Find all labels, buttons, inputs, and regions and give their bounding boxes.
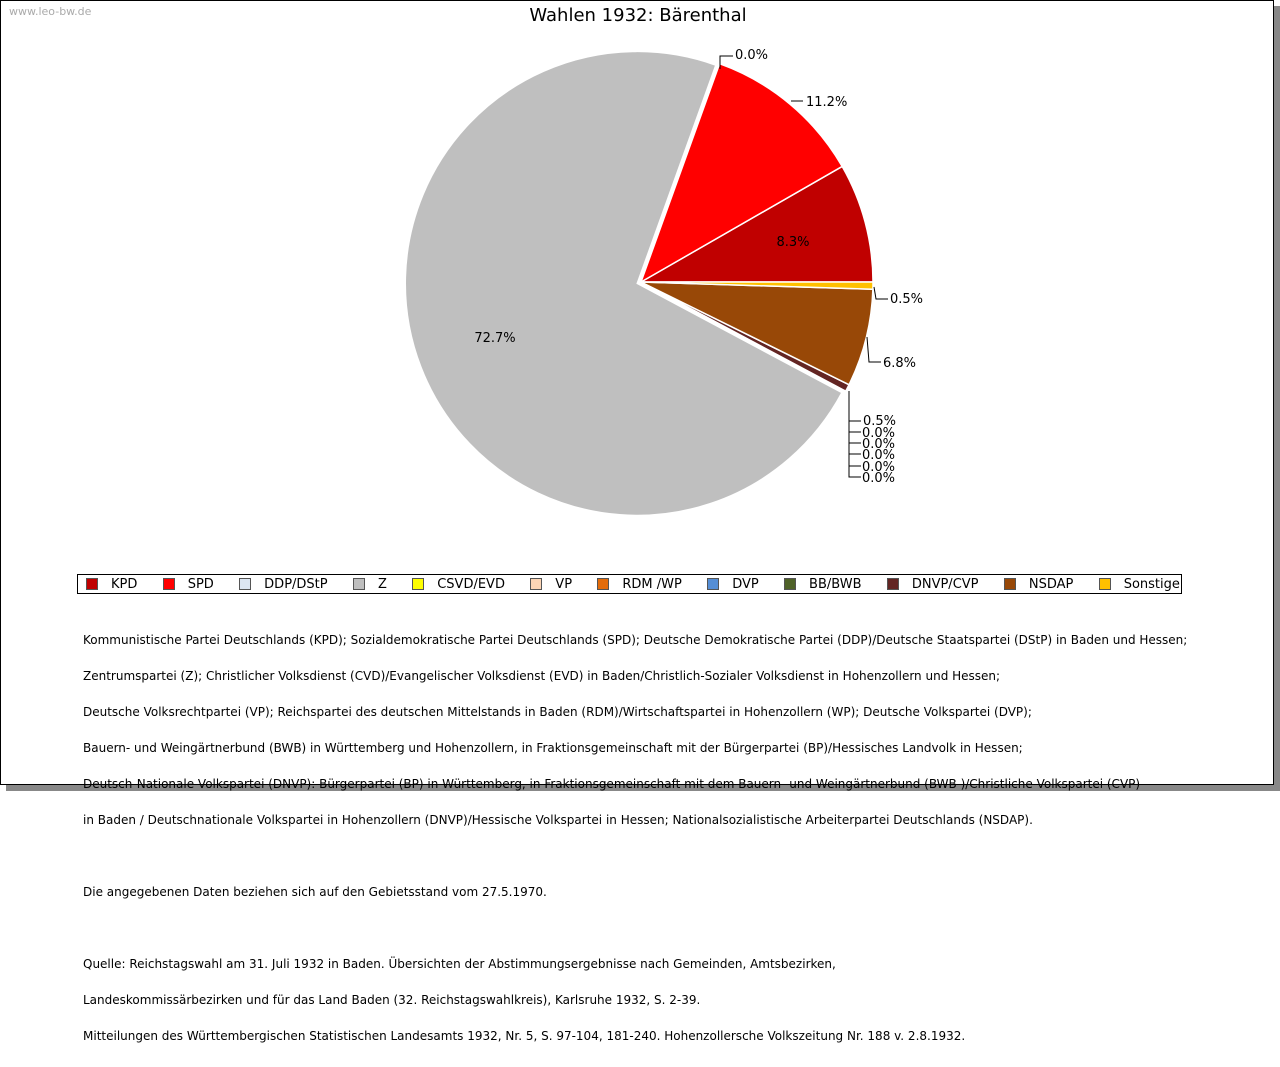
legend-swatch bbox=[886, 578, 899, 590]
leader-line bbox=[866, 336, 881, 363]
data-label-spd: 11.2% bbox=[806, 95, 847, 110]
pie-slice-spd bbox=[639, 62, 844, 284]
data-label-csvdevd: 0.0% bbox=[862, 426, 895, 441]
data-label-ddpdstp: 0.0% bbox=[735, 48, 768, 63]
note-line: Deutsch-Nationale Volkspartei (DNVP): Bü… bbox=[83, 777, 1141, 791]
legend-swatch bbox=[412, 578, 425, 590]
legend-swatch bbox=[530, 578, 543, 590]
legend-swatch bbox=[86, 578, 98, 590]
leader-line bbox=[848, 391, 861, 422]
leader-line bbox=[848, 421, 861, 478]
data-label-kpd: 8.3% bbox=[776, 235, 809, 250]
legend-label: NSDAP bbox=[1028, 576, 1074, 592]
data-label-bbbwb: 0.0% bbox=[862, 471, 895, 486]
legend-label: SPD bbox=[187, 576, 214, 592]
legend-item: Sonstige bbox=[1098, 576, 1180, 592]
legend-item: BB/BWB bbox=[784, 576, 862, 592]
note-line: Deutsche Volksrechtpartei (VP); Reichspa… bbox=[83, 705, 1032, 719]
source-line: Mitteilungen des Württembergischen Stati… bbox=[83, 1029, 966, 1043]
legend-label: Z bbox=[377, 576, 387, 592]
legend-item: CSVD/EVD bbox=[412, 577, 505, 592]
notes: Kommunistische Partei Deutschlands (KPD)… bbox=[83, 610, 1187, 1066]
legend-label: KPD bbox=[111, 576, 138, 592]
legend-item: VP bbox=[530, 577, 572, 592]
source-line: Landeskommissärbezirken und für das Land… bbox=[83, 993, 701, 1007]
legend-label: BB/BWB bbox=[809, 576, 862, 592]
source-line: Quelle: Reichstagswahl am 31. Juli 1932 … bbox=[83, 957, 836, 971]
note-line: in Baden / Deutschnationale Volkspartei … bbox=[83, 813, 1033, 827]
legend-item: SPD bbox=[162, 576, 214, 592]
data-label-rdmwp: 0.0% bbox=[862, 448, 895, 463]
legend-label: DVP bbox=[732, 576, 759, 592]
legend: KPD SPD DDP/DStP Z CSVD/EVD VP RDM /WP DVP BB/BW… bbox=[77, 574, 1182, 594]
leader-line bbox=[719, 55, 733, 69]
pie-chart: 8.3%11.2%0.0%72.7%0.0%0.0%0.0%0.0%0.0%0.… bbox=[404, 48, 923, 517]
legend-label: RDM /WP bbox=[622, 576, 682, 592]
data-label-sonstige: 0.5% bbox=[890, 292, 923, 307]
data-label-dvp: 0.0% bbox=[862, 460, 895, 475]
pie-slice-z bbox=[404, 50, 843, 517]
pie-slice-kpd bbox=[638, 165, 874, 283]
legend-swatch bbox=[162, 578, 175, 590]
pie-slice-sonstige bbox=[640, 281, 874, 291]
note-line: Zentrumspartei (Z); Christlicher Volksdi… bbox=[83, 669, 1001, 683]
legend-item: DDP/DStP bbox=[239, 576, 328, 592]
chart-frame: www.leo-bw.de Wahlen 1932: Bärenthal 8.3… bbox=[0, 0, 1274, 1042]
legend-label: DDP/DStP bbox=[264, 576, 328, 592]
leader-line bbox=[873, 286, 888, 300]
legend-item: NSDAP bbox=[1003, 576, 1074, 592]
data-label-dnvpcvp: 0.5% bbox=[863, 414, 896, 429]
legend-label: DNVP/CVP bbox=[911, 576, 979, 592]
legend-item: DNVP/CVP bbox=[886, 576, 979, 592]
data-label-vp: 0.0% bbox=[862, 437, 895, 452]
legend-swatch bbox=[707, 578, 720, 590]
legend-swatch bbox=[1098, 578, 1111, 590]
data-label-z: 72.7% bbox=[474, 331, 515, 346]
watermark: www.leo-bw.de bbox=[9, 5, 92, 18]
chart-title: Wahlen 1932: Bärenthal bbox=[529, 5, 747, 26]
note-line: Bauern- und Weingärtnerbund (BWB) in Wür… bbox=[83, 741, 1023, 755]
legend-swatch bbox=[784, 578, 797, 590]
legend-swatch bbox=[239, 578, 252, 590]
legend-label: CSVD/EVD bbox=[437, 576, 505, 592]
legend-item: KPD bbox=[86, 577, 137, 592]
legend-label: VP bbox=[555, 576, 573, 592]
legend-label: Sonstige bbox=[1123, 576, 1180, 592]
legend-item: RDM /WP bbox=[597, 576, 682, 592]
note-line: Kommunistische Partei Deutschlands (KPD)… bbox=[83, 633, 1188, 647]
gebiet-note: Die angegebenen Daten beziehen sich auf … bbox=[83, 885, 547, 899]
legend-item: Z bbox=[352, 576, 387, 592]
legend-swatch bbox=[352, 578, 365, 590]
data-label-nsdap: 6.8% bbox=[883, 356, 916, 371]
legend-item: DVP bbox=[707, 577, 759, 592]
legend-swatch bbox=[1003, 578, 1016, 590]
legend-swatch bbox=[597, 578, 610, 590]
